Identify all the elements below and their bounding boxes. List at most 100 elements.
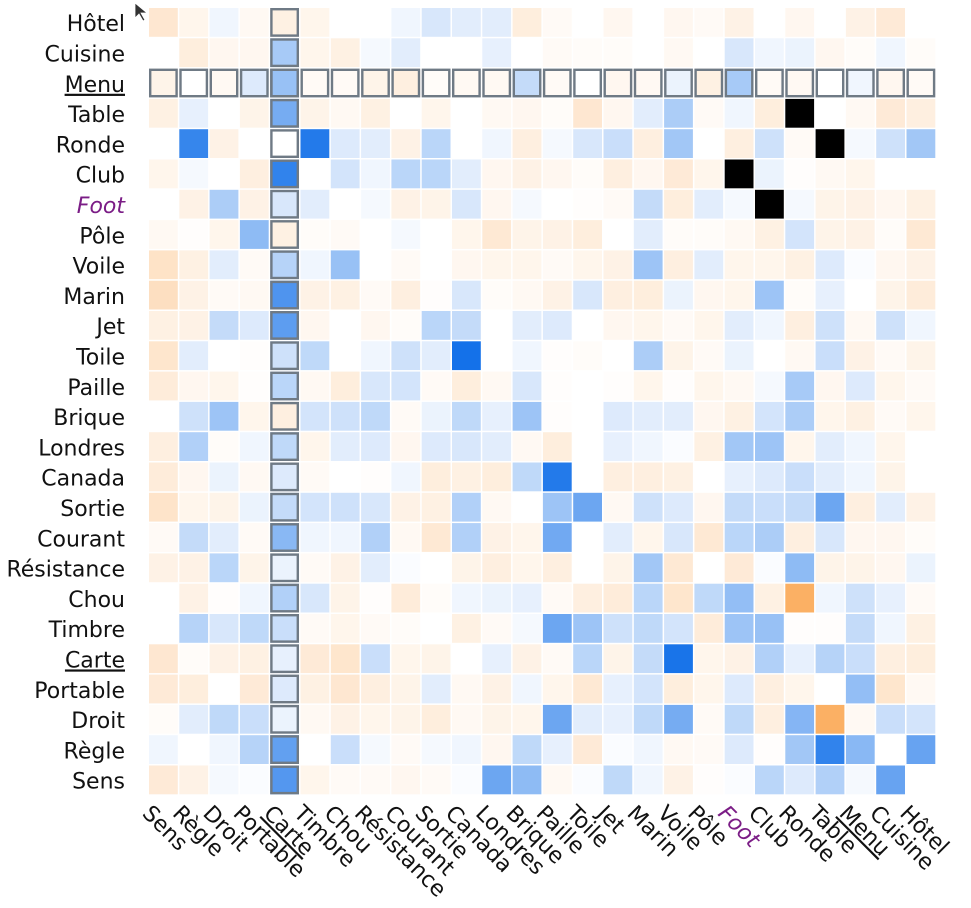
heatmap-cell <box>724 250 754 280</box>
heatmap-cell <box>330 674 360 704</box>
heatmap-cell <box>633 38 663 68</box>
heatmap-cell <box>361 674 390 704</box>
heatmap-cell <box>815 341 845 371</box>
highlighted-row-cell-outline <box>300 68 330 98</box>
heatmap-cell <box>300 341 330 371</box>
heatmap-cell <box>724 98 754 128</box>
heatmap-cell <box>694 280 724 310</box>
highlighted-column-cell-outline <box>270 704 299 734</box>
highlighted-row-cell-outline <box>906 68 936 98</box>
highlighted-column-cell-outline <box>270 492 299 522</box>
heatmap-cell <box>209 644 239 674</box>
heatmap-cell <box>512 371 542 401</box>
heatmap-cell <box>421 280 451 310</box>
heatmap-cell <box>239 341 269 371</box>
highlighted-column-cell-outline <box>270 250 299 280</box>
heatmap-cell <box>239 159 269 189</box>
heatmap-cell <box>906 401 936 431</box>
heatmap-cell <box>239 735 269 764</box>
heatmap-cell <box>179 280 209 310</box>
heatmap-cell <box>330 129 360 158</box>
heatmap-cell <box>421 492 451 522</box>
heatmap-cell <box>755 432 784 461</box>
highlighted-row-cell-outline <box>421 68 451 98</box>
heatmap-cell <box>239 38 269 68</box>
row-label: Sens <box>72 770 125 795</box>
heatmap-cell <box>270 492 299 522</box>
heatmap-cell <box>270 462 299 492</box>
heatmap-cell <box>452 462 481 492</box>
heatmap-cell <box>785 523 815 552</box>
heatmap-cell <box>633 704 663 734</box>
heatmap-cell <box>542 492 572 522</box>
heatmap-cell <box>815 674 845 704</box>
heatmap-cell <box>664 159 693 189</box>
heatmap-cell <box>149 341 178 371</box>
heatmap-cell <box>815 250 845 280</box>
heatmap-cell <box>845 704 875 734</box>
heatmap-cell <box>361 38 390 68</box>
heatmap-cell <box>845 614 875 643</box>
heatmap-cell <box>603 98 633 128</box>
heatmap-cell <box>149 401 178 431</box>
heatmap-cell <box>512 311 542 340</box>
heatmap-cell <box>573 614 602 643</box>
heatmap-cell <box>542 432 572 461</box>
heatmap-cell <box>512 735 542 764</box>
heatmap-cell <box>815 68 845 98</box>
heatmap-cell <box>755 129 784 158</box>
heatmap-cell <box>209 492 239 522</box>
heatmap-cell <box>361 735 390 764</box>
heatmap-cell <box>391 250 421 280</box>
heatmap-cell <box>300 583 330 613</box>
heatmap-cell <box>179 68 209 98</box>
heatmap-cell <box>330 614 360 643</box>
heatmap-cell <box>179 98 209 128</box>
heatmap-cell <box>724 159 754 189</box>
heatmap-cell <box>542 614 572 643</box>
heatmap-cell <box>149 735 178 764</box>
heatmap-cell <box>603 401 633 431</box>
heatmap-cell <box>330 341 360 371</box>
heatmap-cell <box>542 704 572 734</box>
heatmap-cell <box>815 38 845 68</box>
heatmap-cell <box>239 98 269 128</box>
heatmap-cell <box>391 189 421 219</box>
heatmap-cell <box>149 462 178 492</box>
heatmap-cell <box>542 401 572 431</box>
heatmap-cell <box>755 765 784 795</box>
heatmap-cell <box>906 614 936 643</box>
heatmap-cell <box>149 189 178 219</box>
heatmap-cell <box>421 189 451 219</box>
heatmap-cell <box>239 432 269 461</box>
heatmap-cell <box>270 98 299 128</box>
heatmap-cell <box>391 553 421 583</box>
heatmap-cell <box>906 38 936 68</box>
heatmap-cell <box>573 311 602 340</box>
heatmap-cell <box>785 644 815 674</box>
heatmap-cell <box>482 250 512 280</box>
heatmap-cell <box>694 68 724 98</box>
heatmap-cell <box>755 280 784 310</box>
heatmap-cell <box>664 492 693 522</box>
heatmap-cell <box>149 765 178 795</box>
heatmap-cell <box>603 432 633 461</box>
highlighted-column-cell-outline <box>270 401 299 431</box>
heatmap-cell <box>421 553 451 583</box>
heatmap-cell <box>300 98 330 128</box>
heatmap-cell <box>755 644 784 674</box>
heatmap-cell <box>421 220 451 249</box>
heatmap-cell <box>603 311 633 340</box>
heatmap-cell <box>603 189 633 219</box>
heatmap-cell <box>209 462 239 492</box>
heatmap-cell <box>845 492 875 522</box>
heatmap-cell <box>724 371 754 401</box>
heatmap-cell <box>906 311 936 340</box>
heatmap-cell <box>906 492 936 522</box>
heatmap-cell <box>209 280 239 310</box>
heatmap-cell <box>573 583 602 613</box>
heatmap-cell <box>724 583 754 613</box>
heatmap-cell <box>694 98 724 128</box>
heatmap-cell <box>179 553 209 583</box>
heatmap-cell <box>209 8 239 37</box>
